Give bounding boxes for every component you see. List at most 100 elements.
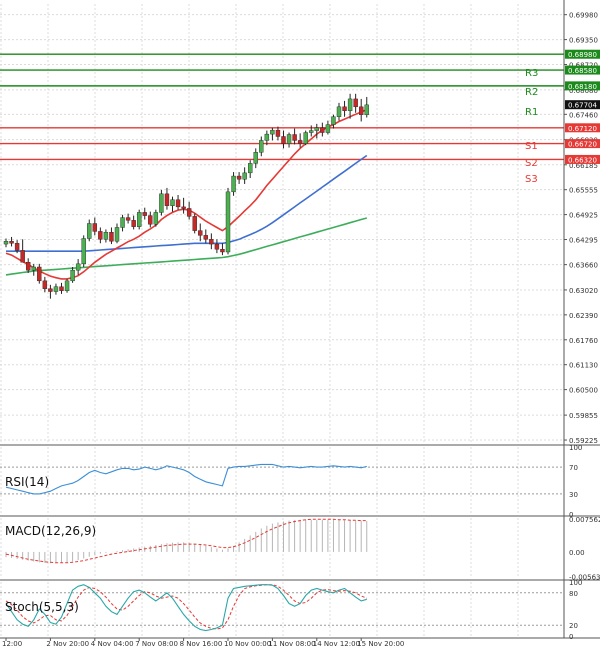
level-price-label: 0.66720 (568, 141, 597, 149)
price-tick-label: 0.66185 (569, 162, 598, 170)
candle-body (164, 193, 170, 206)
indicator-labels: RSI(14) MACD(12,26,9) Stoch(5,5,3) (5, 475, 96, 614)
time-tick-label: 12:00 (2, 640, 22, 648)
level-name-label: R3 (525, 68, 538, 79)
candle-body (331, 116, 336, 125)
candle-body (14, 243, 20, 251)
candle-body (31, 266, 36, 271)
candle-body (125, 217, 131, 221)
candle-body (309, 130, 314, 133)
current-price-label: 0.67704 (568, 102, 597, 110)
candle-body (320, 127, 325, 133)
time-tick-label: 2 Nov 20:00 (46, 640, 89, 648)
rsi-tick-label: 30 (569, 491, 578, 499)
candle-body (9, 241, 14, 244)
candle-body (136, 212, 142, 227)
level-price-tag (565, 139, 600, 149)
level-name-label: R1 (525, 107, 538, 118)
stoch-tick-label: 100 (569, 579, 582, 587)
rsi-tick-label: 70 (569, 464, 578, 472)
candle-body (48, 288, 53, 292)
stoch-tick-label: 20 (569, 622, 578, 630)
candle-body (92, 223, 98, 232)
candle-body (275, 129, 281, 137)
candle-body (42, 280, 48, 289)
candle-body (75, 263, 81, 271)
macd-signal-line (5, 518, 367, 564)
price-tick-label: 0.64295 (569, 237, 598, 245)
current-price-tag (565, 100, 600, 110)
candle-body (225, 191, 231, 253)
level-price-label: 0.66320 (568, 156, 597, 164)
level-price-tag (565, 81, 600, 91)
rsi-panel (0, 463, 562, 495)
price-tick-label: 0.59225 (569, 437, 598, 445)
time-tick-label: 14 Nov 12:00 (313, 640, 360, 648)
candle-body (103, 232, 109, 240)
price-tick-label: 0.63660 (569, 262, 598, 270)
candle-body (114, 227, 120, 242)
time-tick-label: 15 Nov 20:00 (357, 640, 404, 648)
candle-body (20, 250, 25, 263)
candle-body (314, 127, 319, 131)
candle-body (186, 208, 192, 217)
candle-body (175, 199, 181, 208)
time-tick-label: 8 Nov 16:00 (180, 640, 223, 648)
candle-body (170, 199, 175, 206)
price-tick-label: 0.67460 (569, 111, 598, 119)
candle-body (98, 231, 103, 240)
stoch-label: Stoch(5,5,3) (5, 600, 79, 614)
candle-body (87, 223, 92, 239)
candle-body (70, 269, 75, 282)
candle-body (120, 217, 125, 228)
candle-body (109, 232, 114, 242)
price-tick-label: 0.60500 (569, 387, 598, 395)
rsi-tick-label: 100 (569, 444, 582, 452)
macd-panel (5, 518, 368, 564)
level-price-label: 0.67120 (568, 125, 597, 133)
stoch-tick-label: 80 (569, 590, 578, 598)
level-price-tag (565, 154, 600, 164)
price-tick-label: 0.61130 (569, 362, 598, 370)
candle-body (3, 241, 9, 245)
candle-body (26, 262, 31, 271)
candle-body (159, 193, 164, 213)
candle-body (342, 106, 347, 111)
level-name-label: S2 (525, 158, 538, 169)
rsi-tick-label: 0 (569, 511, 573, 519)
time-tick-label: 10 Nov 00:00 (224, 640, 271, 648)
price-tick-label: 0.64925 (569, 212, 598, 220)
price-tick-label: 0.63020 (569, 287, 598, 295)
macd-label: MACD(12,26,9) (5, 524, 96, 538)
level-price-tag (565, 65, 600, 75)
level-price-label: 0.68580 (568, 67, 597, 75)
price-tick-label: 0.61760 (569, 337, 598, 345)
candle-body (231, 175, 236, 193)
candle-body (131, 220, 136, 227)
level-price-label: 0.68180 (568, 83, 597, 91)
candle-body (242, 172, 247, 180)
candle-body (142, 212, 147, 216)
macd-tick-label: 0.00 (569, 549, 585, 557)
level-name-label: S3 (525, 174, 538, 185)
candle-body (264, 133, 270, 141)
level-price-tag (565, 123, 600, 133)
candle-body (325, 124, 331, 133)
moving-average-slow (5, 217, 368, 276)
candle-body (81, 238, 86, 265)
price-tick-label: 0.69350 (569, 37, 598, 45)
candle-body (281, 136, 286, 144)
candle-body (209, 239, 214, 245)
level-name-label: S1 (525, 141, 538, 152)
candle-body (148, 215, 153, 225)
price-tick-label: 0.68720 (569, 62, 598, 70)
rsi-line (5, 463, 367, 495)
candle-body (53, 286, 59, 292)
moving-average-mid (6, 154, 368, 252)
candle-body (297, 140, 303, 144)
price-tick-label: 0.65555 (569, 187, 598, 195)
stoch-panel (0, 584, 562, 632)
candle-body (359, 106, 364, 115)
time-tick-label: 4 Nov 04:00 (91, 640, 134, 648)
